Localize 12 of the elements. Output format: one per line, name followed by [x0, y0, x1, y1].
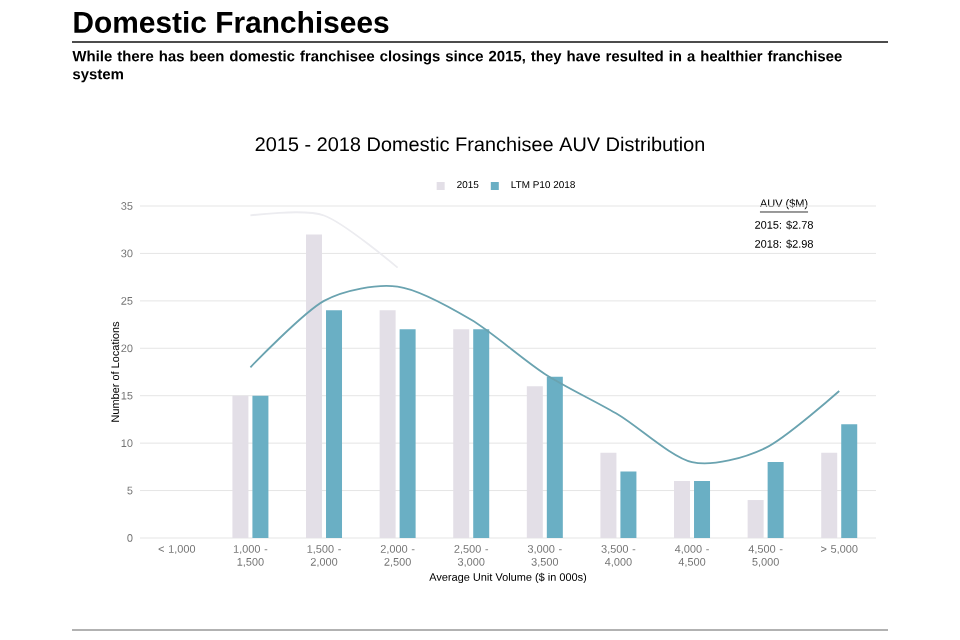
bar: [326, 310, 343, 538]
bar: [252, 395, 269, 538]
bar: [767, 462, 784, 538]
bar: [694, 481, 711, 538]
chart-title: 2015 - 2018 Domestic Franchisee AUV Distribution: [255, 136, 704, 152]
bar: [546, 376, 563, 538]
bar: [399, 329, 416, 538]
bar: [620, 471, 637, 538]
text: Domestic Franchisees: [74, 11, 389, 33]
line-series: [249, 285, 841, 465]
bar: [841, 424, 858, 538]
bar: [473, 329, 490, 538]
